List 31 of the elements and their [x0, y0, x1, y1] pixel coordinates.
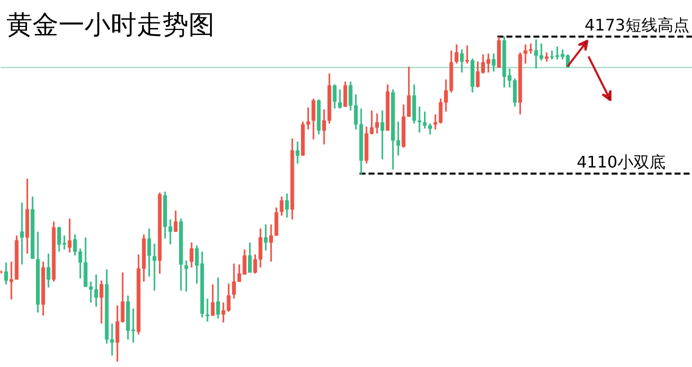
- candlestick: [343, 80, 348, 108]
- candlestick: [460, 48, 464, 74]
- chart-title: 黄金一小时走势图: [6, 10, 214, 40]
- candlestick: [332, 84, 337, 110]
- candlestick: [312, 98, 316, 140]
- candlestick: [285, 192, 289, 218]
- candlestick: [20, 202, 24, 266]
- candlestick: [216, 276, 220, 320]
- candlestick: [380, 110, 384, 160]
- candlestick: [264, 224, 268, 252]
- candlestick: [338, 88, 342, 110]
- candlestick: [46, 252, 50, 288]
- ref-line-label: 4110小双底: [576, 152, 666, 172]
- ref-line-label: 4173短线高点: [584, 16, 690, 35]
- candlestick: [492, 52, 496, 72]
- candlestick: [465, 44, 470, 64]
- candlestick: [147, 228, 152, 278]
- candlestick: [280, 196, 284, 216]
- candlestick: [190, 242, 194, 268]
- candlestick: [248, 242, 252, 274]
- candlestick: [544, 52, 549, 62]
- candlestick: [174, 210, 178, 232]
- candlestick: [184, 260, 188, 292]
- candlestick: [100, 280, 104, 324]
- candlestick: [210, 284, 215, 316]
- candlestick: [4, 262, 8, 286]
- candlestick: [152, 242, 156, 292]
- candlestick: [206, 298, 210, 322]
- candlestick: [296, 140, 300, 164]
- candlestick: [454, 44, 458, 64]
- candlestick: [68, 218, 72, 254]
